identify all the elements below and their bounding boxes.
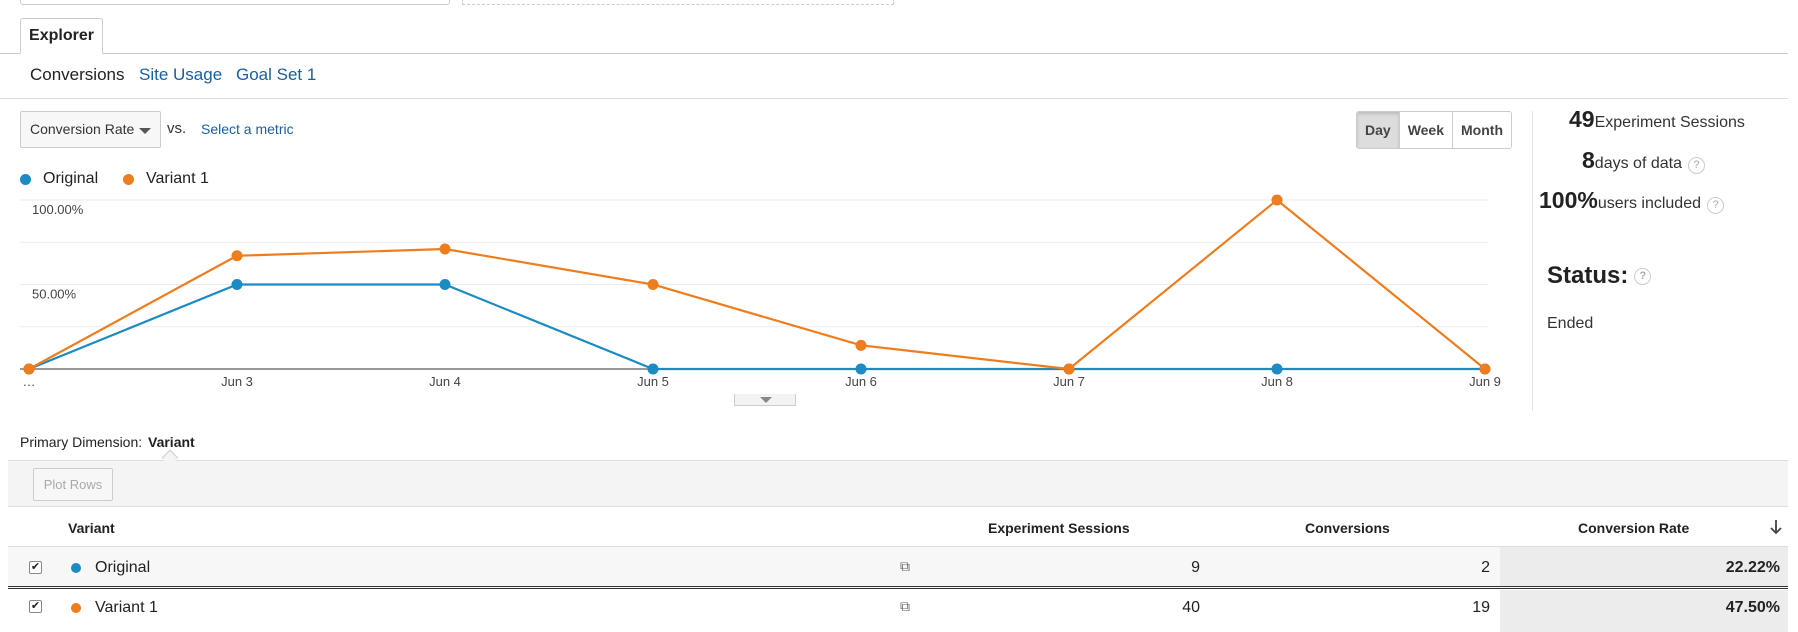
- top-input-box[interactable]: [20, 0, 450, 5]
- data-point: [439, 279, 451, 290]
- chevron-down-icon: [139, 128, 151, 134]
- tab-divider: [0, 53, 1788, 54]
- data-point: [231, 279, 243, 290]
- table-row: ✔ Variant 1 ⧉ 40 19 47.50%: [8, 590, 1788, 632]
- period-button-group: Day Week Month: [1356, 111, 1512, 149]
- data-point: [1479, 363, 1491, 375]
- legend-variant-1[interactable]: Variant 1: [123, 170, 209, 188]
- column-header-sessions[interactable]: Experiment Sessions: [988, 520, 1130, 536]
- subtab-goal-set-1[interactable]: Goal Set 1: [236, 65, 317, 84]
- day-button[interactable]: Day: [1357, 112, 1399, 148]
- conversion-rate-value: 47.50%: [1725, 599, 1780, 616]
- status-title: Status: ?: [1547, 262, 1652, 290]
- column-header-conversions[interactable]: Conversions: [1305, 520, 1390, 536]
- x-tick-label: Jun 5: [637, 374, 669, 389]
- external-link-icon[interactable]: ⧉: [900, 598, 910, 614]
- stat-users: 100% users included ?: [1539, 187, 1724, 214]
- data-point: [1063, 363, 1075, 375]
- stat-users-value: 100%: [1539, 187, 1598, 213]
- data-point: [23, 363, 35, 375]
- metric-dropdown-label: Conversion Rate: [30, 121, 135, 137]
- variant-name: Variant 1: [95, 599, 158, 616]
- sessions-value: 40: [1182, 599, 1200, 616]
- stat-days-value: 8: [1582, 147, 1595, 173]
- stat-days-label: days of data: [1594, 155, 1682, 172]
- stat-sessions: 49 Experiment Sessions: [1569, 106, 1745, 133]
- plot-rows-button[interactable]: Plot Rows: [33, 468, 113, 501]
- variant-color-dot: [71, 563, 81, 573]
- metric-dropdown[interactable]: Conversion Rate: [20, 111, 161, 148]
- data-point: [1271, 194, 1283, 206]
- row-checkbox[interactable]: ✔: [29, 600, 42, 613]
- data-point: [647, 279, 659, 290]
- data-point: [647, 363, 659, 375]
- x-tick-label: Jun 7: [1053, 374, 1085, 389]
- x-tick-label: …: [23, 374, 36, 389]
- x-tick-label: Jun 3: [221, 374, 253, 389]
- table-row: ✔ Original ⧉ 9 2 22.22%: [8, 547, 1788, 589]
- stat-days: 8 days of data ?: [1582, 147, 1705, 174]
- vs-label: vs.: [167, 120, 187, 137]
- table-toolbar: [8, 460, 1788, 507]
- sidebar-divider: [1532, 111, 1533, 411]
- x-tick-label: Jun 8: [1261, 374, 1293, 389]
- row-checkbox[interactable]: ✔: [29, 561, 42, 574]
- legend-original[interactable]: Original: [20, 170, 98, 188]
- variant-name: Original: [95, 559, 151, 576]
- series-line: [28, 283, 1485, 371]
- data-point: [855, 339, 867, 351]
- conversions-value: 2: [1481, 559, 1490, 576]
- y-tick-label: 100.00%: [32, 202, 84, 217]
- legend-dot-variant-1: [123, 173, 134, 185]
- subtab-conversions[interactable]: Conversions: [30, 65, 125, 84]
- help-icon[interactable]: ?: [1634, 267, 1652, 285]
- x-tick-label: Jun 6: [845, 374, 877, 389]
- week-button[interactable]: Week: [1398, 112, 1453, 148]
- conversion-rate-chart[interactable]: 100.00% 50.00% … Jun 3 Jun 4 Jun 5 Jun 6 Jun 7 J…: [0, 190, 1520, 400]
- stat-sessions-value: 49: [1569, 106, 1595, 132]
- column-header-conversion-rate[interactable]: Conversion Rate: [1578, 520, 1690, 536]
- variant-color-dot: [71, 603, 81, 613]
- data-point: [1271, 363, 1283, 375]
- stat-users-label: users included: [1597, 195, 1701, 212]
- top-placeholder-box: [462, 0, 894, 5]
- series-line: [28, 198, 1486, 371]
- y-tick-label: 50.00%: [32, 287, 77, 302]
- help-icon[interactable]: ?: [1707, 197, 1724, 214]
- status-title-text: Status:: [1547, 262, 1629, 289]
- rate-cell-bg: [1500, 590, 1788, 632]
- legend-label-original: Original: [43, 170, 99, 187]
- data-point: [439, 243, 451, 255]
- conversions-value: 19: [1472, 599, 1490, 616]
- sessions-value: 9: [1191, 559, 1200, 576]
- subtab-site-usage[interactable]: Site Usage: [139, 65, 223, 84]
- x-tick-label: Jun 9: [1469, 374, 1501, 389]
- rate-cell-bg: [1500, 547, 1788, 586]
- primary-dimension-variant[interactable]: Variant: [148, 434, 195, 450]
- data-point: [855, 363, 867, 375]
- data-point: [231, 250, 243, 262]
- select-metric-link[interactable]: Select a metric: [201, 121, 294, 137]
- primary-dimension-label: Primary Dimension:: [20, 434, 143, 450]
- subtab-divider: [0, 98, 1788, 99]
- chart-expander[interactable]: [734, 394, 796, 406]
- arrow-down-icon[interactable]: [1769, 519, 1783, 535]
- legend-dot-original: [20, 173, 31, 185]
- month-button[interactable]: Month: [1452, 112, 1511, 148]
- legend-label-variant-1: Variant 1: [146, 170, 209, 187]
- help-icon[interactable]: ?: [1687, 157, 1705, 174]
- column-header-variant[interactable]: Variant: [68, 520, 115, 536]
- external-link-icon[interactable]: ⧉: [900, 558, 910, 574]
- chevron-down-icon: [760, 397, 772, 403]
- stat-sessions-label: Experiment Sessions: [1594, 114, 1745, 131]
- status-value: Ended: [1547, 315, 1594, 332]
- x-tick-label: Jun 4: [429, 374, 461, 389]
- tab-explorer[interactable]: Explorer: [20, 18, 103, 54]
- header-divider: [8, 546, 1788, 547]
- conversion-rate-value: 22.22%: [1725, 559, 1780, 576]
